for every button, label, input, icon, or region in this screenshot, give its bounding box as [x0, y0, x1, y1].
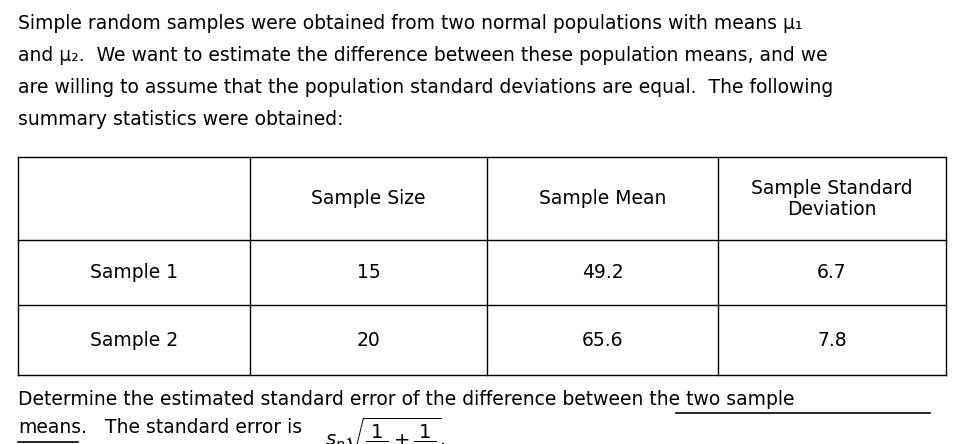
Text: Sample Standard: Sample Standard: [751, 179, 913, 198]
Text: Sample Size: Sample Size: [311, 189, 426, 208]
Text: means.: means.: [18, 418, 87, 437]
Text: 15: 15: [357, 263, 381, 282]
Text: 65.6: 65.6: [581, 330, 624, 349]
Text: Sample 1: Sample 1: [90, 263, 178, 282]
Text: Determine the estimated standard error of the difference between the two sample: Determine the estimated standard error o…: [18, 390, 794, 409]
Text: Deviation: Deviation: [788, 200, 876, 219]
Text: Simple random samples were obtained from two normal populations with means μ₁: Simple random samples were obtained from…: [18, 14, 802, 33]
Text: 20: 20: [357, 330, 381, 349]
Text: are willing to assume that the population standard deviations are equal.  The fo: are willing to assume that the populatio…: [18, 78, 833, 97]
Text: summary statistics were obtained:: summary statistics were obtained:: [18, 110, 343, 129]
Text: 6.7: 6.7: [817, 263, 846, 282]
Text: 49.2: 49.2: [581, 263, 624, 282]
Text: $s_p\sqrt{\dfrac{1}{n_1}+\dfrac{1}{n_2}}$.: $s_p\sqrt{\dfrac{1}{n_1}+\dfrac{1}{n_2}}…: [325, 416, 445, 444]
Text: The standard error is: The standard error is: [105, 418, 308, 437]
Text: 7.8: 7.8: [817, 330, 846, 349]
Text: and μ₂.  We want to estimate the difference between these population means, and : and μ₂. We want to estimate the differen…: [18, 46, 828, 65]
Text: Sample Mean: Sample Mean: [539, 189, 666, 208]
Text: Sample 2: Sample 2: [90, 330, 178, 349]
